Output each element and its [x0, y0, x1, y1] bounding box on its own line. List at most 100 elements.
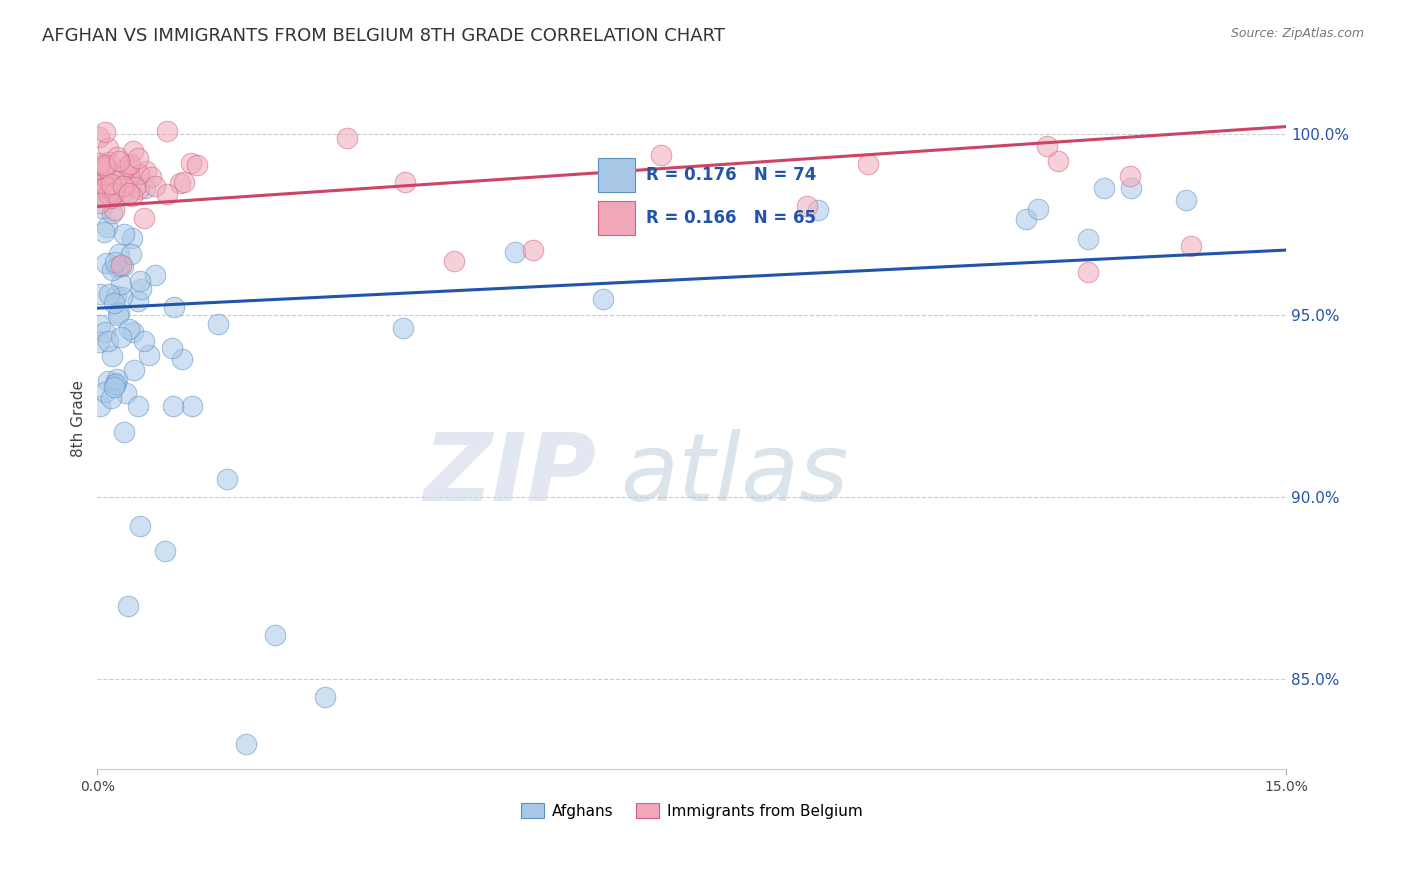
- Point: [103, 186, 125, 200]
- Point: [94, 158, 117, 172]
- Point: [112, 186, 135, 201]
- Point: [128, 519, 150, 533]
- Point: [115, 385, 138, 400]
- Point: [97, 186, 120, 201]
- Point: [104, 377, 127, 392]
- Point: [128, 167, 150, 181]
- Point: [1014, 212, 1036, 227]
- Point: [97, 141, 120, 155]
- Point: [117, 599, 139, 613]
- Point: [1077, 232, 1099, 246]
- Point: [120, 157, 142, 171]
- Point: [105, 181, 128, 195]
- Point: [1175, 194, 1198, 208]
- Point: [120, 247, 142, 261]
- Point: [141, 170, 163, 185]
- Point: [172, 352, 194, 367]
- Point: [169, 176, 191, 190]
- Point: [89, 186, 111, 201]
- Point: [98, 191, 121, 205]
- Point: [103, 379, 125, 393]
- Point: [122, 325, 145, 339]
- Point: [162, 399, 184, 413]
- Point: [110, 258, 132, 272]
- Point: [121, 145, 143, 159]
- Point: [118, 169, 141, 184]
- Point: [94, 160, 117, 174]
- Point: [100, 177, 122, 191]
- Point: [114, 177, 136, 191]
- Point: [118, 186, 141, 200]
- Point: [121, 189, 143, 203]
- Point: [394, 175, 416, 189]
- Point: [89, 318, 111, 332]
- Point: [1036, 139, 1059, 153]
- Point: [112, 227, 135, 241]
- Point: [87, 130, 110, 145]
- Point: [114, 161, 136, 176]
- Point: [107, 308, 129, 322]
- Point: [105, 372, 128, 386]
- Bar: [599, 201, 636, 235]
- Point: [87, 182, 110, 196]
- Point: [134, 181, 156, 195]
- Point: [131, 282, 153, 296]
- Point: [94, 125, 117, 139]
- Point: [110, 330, 132, 344]
- Point: [1026, 202, 1049, 217]
- Point: [105, 376, 128, 390]
- Point: [108, 306, 131, 320]
- Point: [107, 259, 129, 273]
- Point: [94, 256, 117, 270]
- Point: [138, 348, 160, 362]
- Point: [1077, 265, 1099, 279]
- Point: [111, 259, 134, 273]
- Text: atlas: atlas: [620, 429, 849, 520]
- Point: [111, 290, 134, 304]
- Point: [132, 334, 155, 349]
- Point: [391, 320, 413, 334]
- Point: [650, 148, 672, 162]
- Point: [101, 349, 124, 363]
- Point: [858, 157, 880, 171]
- Point: [101, 206, 124, 220]
- Point: [217, 472, 239, 486]
- Point: [103, 202, 125, 217]
- Point: [264, 628, 287, 642]
- Point: [87, 334, 110, 349]
- Point: [96, 220, 118, 235]
- Point: [156, 186, 179, 201]
- Point: [87, 161, 110, 175]
- Point: [129, 274, 152, 288]
- Point: [592, 292, 614, 306]
- Point: [124, 179, 146, 194]
- Point: [93, 182, 115, 196]
- Point: [314, 690, 336, 704]
- Point: [90, 201, 112, 215]
- Bar: [599, 158, 636, 192]
- Point: [87, 171, 110, 186]
- Point: [105, 150, 128, 164]
- Point: [118, 322, 141, 336]
- Point: [108, 153, 131, 168]
- Point: [101, 191, 124, 205]
- Point: [89, 399, 111, 413]
- Point: [98, 178, 121, 192]
- Text: R = 0.166   N = 65: R = 0.166 N = 65: [647, 210, 817, 227]
- Point: [87, 178, 110, 192]
- Y-axis label: 8th Grade: 8th Grade: [72, 380, 86, 458]
- Text: AFGHAN VS IMMIGRANTS FROM BELGIUM 8TH GRADE CORRELATION CHART: AFGHAN VS IMMIGRANTS FROM BELGIUM 8TH GR…: [42, 27, 725, 45]
- Point: [93, 225, 115, 239]
- Point: [103, 296, 125, 310]
- Point: [104, 254, 127, 268]
- Point: [156, 124, 179, 138]
- Point: [112, 425, 135, 439]
- Point: [98, 287, 121, 301]
- Point: [162, 341, 184, 355]
- Text: ZIP: ZIP: [423, 429, 596, 521]
- Point: [522, 243, 544, 257]
- Point: [186, 158, 208, 172]
- Point: [181, 399, 204, 413]
- Point: [93, 325, 115, 339]
- Legend: Afghans, Immigrants from Belgium: Afghans, Immigrants from Belgium: [515, 797, 869, 825]
